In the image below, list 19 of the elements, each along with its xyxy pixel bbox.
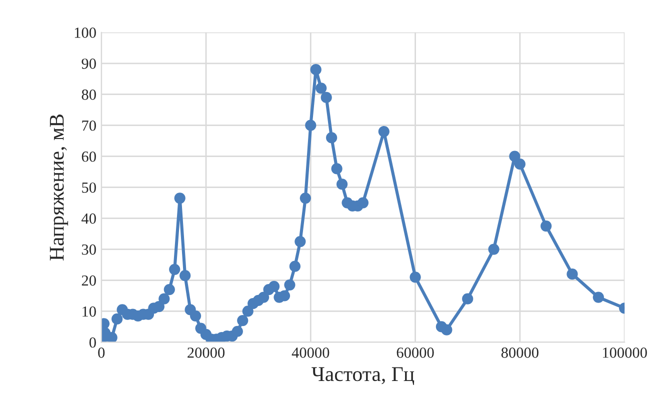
y-tick-label: 20	[82, 275, 96, 286]
y-tick-label: 10	[82, 306, 96, 317]
y-tick-label: 30	[82, 244, 96, 255]
x-tick-label: 20000	[188, 348, 225, 358]
y-tick-label: 70	[82, 120, 96, 131]
x-axis-title: Частота, Гц	[312, 367, 414, 385]
y-tick-label: 100	[74, 28, 96, 38]
x-tick-label: 60000	[396, 348, 434, 358]
y-tick-label: 90	[82, 58, 96, 69]
x-tick-label: 100000	[602, 348, 647, 358]
x-tick-label: 0	[98, 348, 105, 358]
x-tick-label: 40000	[292, 348, 330, 358]
y-tick-label: 80	[82, 90, 96, 100]
y-tick-label: 60	[82, 151, 96, 162]
x-tick-label: 80000	[501, 348, 538, 358]
y-axis-title: Напряжение, мВ	[50, 114, 68, 260]
y-tick-label: 0	[89, 337, 96, 348]
y-tick-label: 40	[82, 213, 96, 224]
y-tick-label: 50	[82, 182, 96, 193]
